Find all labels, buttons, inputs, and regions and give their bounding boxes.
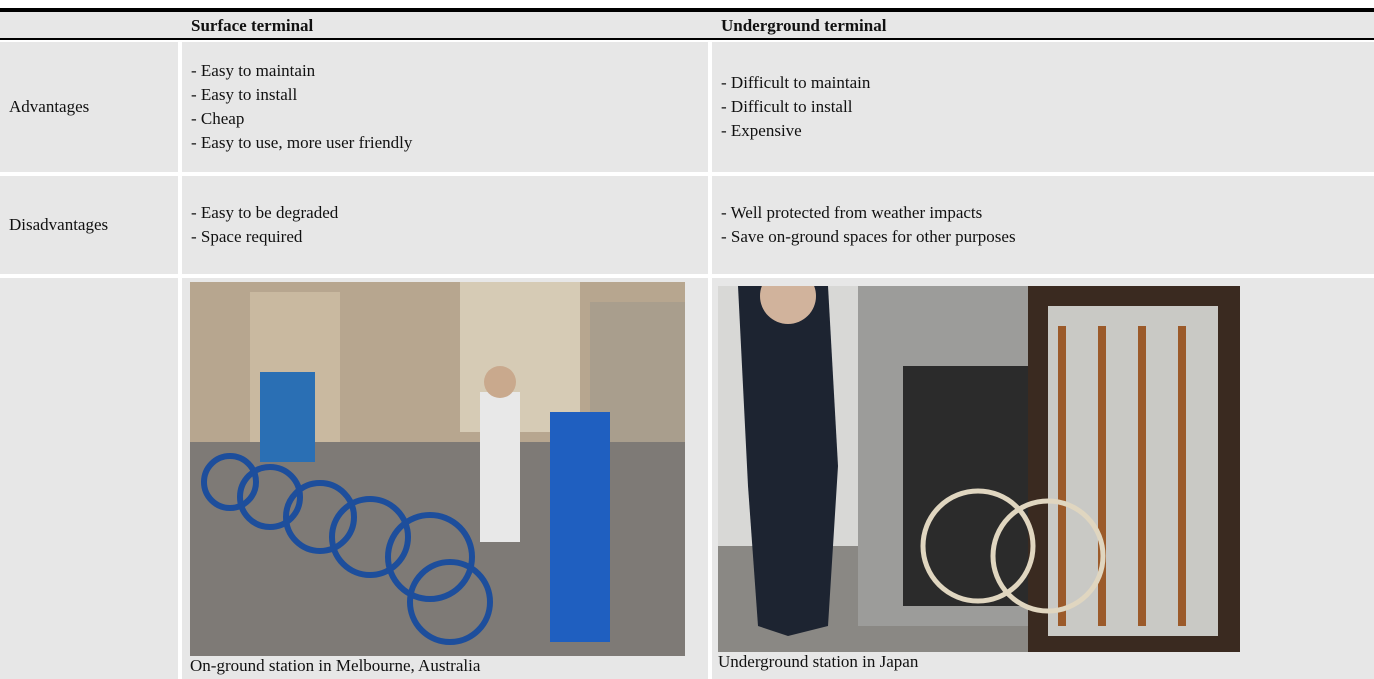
list-cell: - Easy to maintain - Easy to install - Che… — [182, 42, 708, 172]
image-label-cell — [0, 278, 178, 679]
row-label: Disadvantages — [9, 215, 109, 234]
top-rule — [0, 8, 1374, 12]
list-item: - Expensive — [721, 121, 802, 140]
list-item: - Well protected from weather impacts — [721, 203, 983, 222]
list-cell: - Difficult to maintain - Difficult to in… — [712, 42, 1374, 172]
caption-surface: On-ground station in Melbourne, Australi… — [190, 656, 481, 675]
photo-surface — [190, 282, 685, 656]
row-label-cell: Advantages — [0, 42, 178, 172]
list-item: - Difficult to install — [721, 97, 853, 116]
header-row — [0, 12, 1374, 38]
header-surface: Surface terminal — [191, 16, 314, 35]
list-item: - Save on-ground spaces for other purpos… — [721, 227, 1016, 246]
photo-underground — [718, 286, 1240, 652]
list-item: - Easy to maintain — [191, 61, 316, 80]
list-item: - Easy to be degraded — [191, 203, 339, 222]
header-rule — [0, 38, 1374, 40]
row-label: Advantages — [9, 97, 90, 116]
list-cell: - Easy to be degraded - Space required — [182, 176, 708, 274]
list-cell: - Well protected from weather impacts - S… — [712, 176, 1374, 274]
list-item: - Easy to install — [191, 85, 298, 104]
caption-underground: Underground station in Japan — [718, 652, 919, 671]
header-underground: Underground terminal — [721, 16, 887, 35]
list-item: - Easy to use, more user friendly — [191, 133, 413, 152]
list-item: - Difficult to maintain — [721, 73, 871, 92]
list-item: - Space required — [191, 227, 303, 246]
list-item: - Cheap — [191, 109, 245, 128]
row-label-cell: Disadvantages — [0, 176, 178, 274]
